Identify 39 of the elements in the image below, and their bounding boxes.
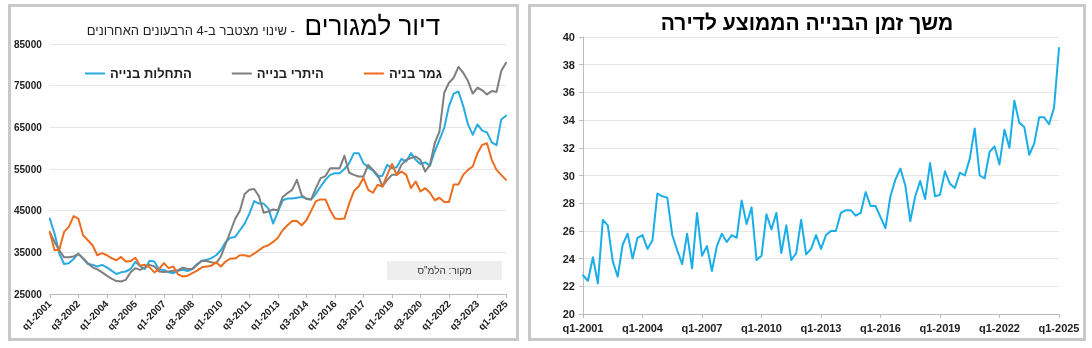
y-tick-label: 65000 bbox=[14, 121, 43, 133]
y-tick-label: 36 bbox=[562, 86, 575, 99]
x-tick-label: q1-2019 bbox=[919, 321, 961, 334]
x-tick-label: q1-2013 bbox=[800, 321, 842, 334]
y-tick-label: 55000 bbox=[14, 163, 43, 175]
y-tick-label: 38 bbox=[562, 58, 575, 71]
x-tick-label: q1-2007 bbox=[681, 321, 723, 334]
x-tick-label: q1-2004 bbox=[622, 321, 664, 334]
y-tick-label: 85000 bbox=[14, 38, 43, 50]
y-tick-label: 22 bbox=[562, 280, 575, 293]
x-tick-label: q1-2022 bbox=[979, 321, 1020, 334]
annotation: מקור: הלמ"ס bbox=[417, 265, 472, 276]
note-box: מקור: הלמ"ס bbox=[387, 261, 502, 280]
x-tick-label: q1-2016 bbox=[860, 321, 901, 334]
legend-label: התחלות בנייה bbox=[109, 66, 192, 81]
y-tick-label: 24 bbox=[562, 252, 576, 265]
y-tick-label: 45000 bbox=[14, 205, 43, 217]
y-tick-label: 34 bbox=[562, 114, 576, 127]
y-tick-label: 20 bbox=[562, 308, 575, 320]
y-tick-label: 32 bbox=[562, 141, 575, 154]
x-tick-label: q1-2025 bbox=[1038, 321, 1080, 334]
legend-label: גמר בניה bbox=[388, 66, 443, 81]
y-tick-label: 28 bbox=[562, 197, 575, 210]
y-tick-label: 25000 bbox=[14, 288, 43, 300]
y-tick-label: 26 bbox=[562, 224, 575, 237]
y-tick-label: 30 bbox=[562, 169, 575, 182]
chart-title: משך זמן הבנייה הממוצע לדירה bbox=[660, 11, 954, 34]
line-series bbox=[48, 90, 507, 275]
chart-subtitle: - שינוי מצטבר ב-4 הרבעונים האחרונים bbox=[86, 23, 296, 38]
x-tick-label: q1-2001 bbox=[562, 321, 604, 334]
line-series bbox=[48, 61, 507, 283]
y-tick-label: 40 bbox=[562, 31, 575, 43]
line-series bbox=[582, 47, 1060, 285]
y-tick-label: 75000 bbox=[14, 80, 43, 92]
x-tick-label: q1-2010 bbox=[741, 321, 782, 334]
chart-title: דיור למגורים bbox=[304, 11, 441, 41]
line-series bbox=[48, 142, 507, 278]
legend-label: היתרי בנייה bbox=[256, 66, 324, 81]
y-tick-label: 35000 bbox=[14, 246, 43, 258]
